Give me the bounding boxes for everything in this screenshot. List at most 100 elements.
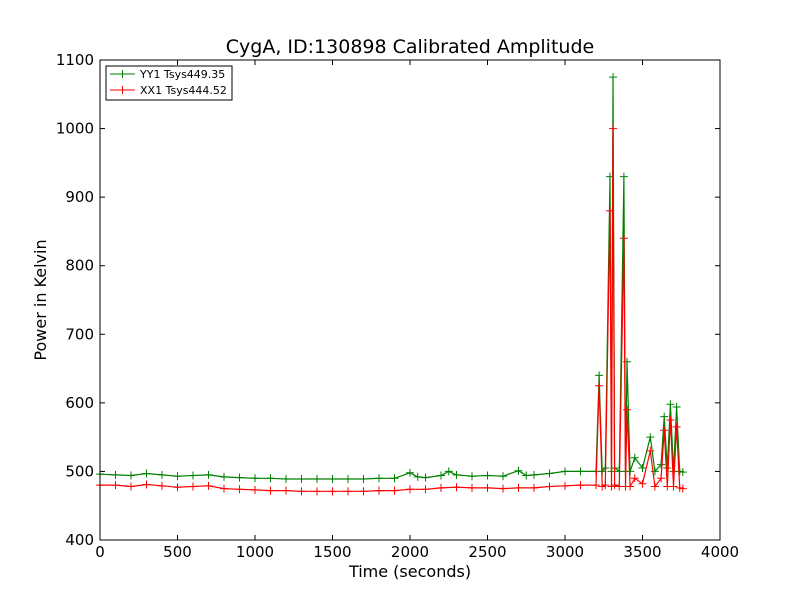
series-xx1: [96, 124, 687, 496]
data-point: [576, 467, 585, 476]
y-tick-label: 900: [65, 188, 94, 206]
y-tick-label: 500: [65, 462, 94, 480]
data-point: [251, 485, 259, 494]
data-point: [220, 472, 228, 481]
data-point: [328, 487, 337, 496]
data-point: [375, 486, 383, 495]
data-point: [601, 481, 610, 490]
data-point: [646, 446, 655, 455]
data-point: [672, 422, 681, 431]
data-point: [610, 481, 619, 490]
y-tick-label: 600: [65, 394, 94, 412]
data-point: [669, 482, 678, 491]
x-tick-label: 4000: [701, 543, 739, 561]
data-point: [623, 405, 631, 414]
data-point: [452, 470, 461, 479]
data-point: [619, 172, 628, 181]
data-point: [359, 474, 368, 483]
data-point: [204, 481, 213, 490]
y-axis-label: Power in Kelvin: [31, 239, 50, 360]
y-tick-label: 400: [65, 531, 94, 549]
data-point: [605, 206, 614, 215]
data-point: [235, 485, 244, 494]
data-point: [592, 481, 600, 490]
data-point: [282, 486, 290, 495]
data-point: [452, 483, 461, 492]
data-point: [657, 474, 666, 483]
data-point: [421, 485, 430, 494]
data-point: [328, 474, 337, 483]
data-point: [630, 474, 639, 483]
data-point: [444, 467, 453, 476]
data-point: [390, 486, 399, 495]
x-tick-label: 500: [163, 543, 192, 561]
data-point: [619, 234, 628, 243]
data-point: [111, 470, 120, 479]
legend-label-xx1: XX1 Tsys444.52: [140, 84, 227, 97]
data-point: [173, 483, 182, 492]
x-tick-label: 1500: [313, 543, 351, 561]
data-point: [561, 467, 569, 476]
data-point: [660, 426, 669, 435]
legend-box: [105, 65, 233, 101]
data-point: [561, 481, 569, 490]
data-point: [359, 487, 368, 496]
data-point: [672, 402, 681, 411]
data-point: [650, 467, 659, 476]
y-tick-label: 700: [65, 325, 94, 343]
data-point: [127, 482, 135, 491]
data-point: [421, 473, 430, 482]
chart-title: CygA, ID:130898 Calibrated Amplitude: [226, 36, 594, 58]
y-tick-label: 800: [65, 257, 94, 275]
y-tick-label: 1100: [56, 51, 94, 69]
data-point: [499, 472, 507, 481]
data-point: [630, 453, 639, 462]
data-point: [282, 474, 290, 483]
x-tick-label: 2000: [391, 543, 429, 561]
data-point: [660, 412, 669, 421]
data-point: [406, 485, 414, 494]
data-point: [313, 474, 321, 483]
x-tick-label: 3500: [623, 543, 661, 561]
data-point: [468, 472, 476, 481]
data-point: [390, 474, 399, 483]
data-point: [666, 416, 675, 424]
data-point: [251, 474, 259, 483]
data-point: [111, 481, 120, 490]
data-point: [595, 371, 604, 380]
legend-marker-xx1: [118, 86, 127, 94]
data-point: [638, 479, 647, 488]
data-point: [413, 472, 422, 481]
data-point: [678, 468, 687, 477]
plot-frame: [99, 59, 721, 541]
data-point: [595, 381, 604, 390]
data-point: [522, 471, 531, 480]
data-point: [189, 471, 197, 480]
data-point: [657, 460, 666, 469]
data-point: [266, 474, 275, 483]
x-tick-label: 3000: [546, 543, 584, 561]
data-point: [344, 487, 352, 496]
data-point: [576, 481, 585, 490]
tick-layer: 0 500 1000 1500 2000 2500 3000 3500 4000 400 500 60…: [56, 51, 739, 561]
data-point: [158, 481, 166, 490]
data-point: [204, 470, 213, 479]
data-point: [142, 480, 151, 489]
data-point: [499, 484, 507, 493]
data-point: [609, 73, 618, 82]
data-point: [437, 483, 445, 492]
data-point: [142, 469, 151, 478]
data-point: [530, 483, 538, 492]
data-point: [650, 482, 659, 491]
x-axis-label: Time (seconds): [348, 562, 471, 581]
data-point: [235, 473, 244, 482]
data-point: [545, 482, 554, 491]
data-point: [158, 470, 166, 479]
y-tick-label: 1000: [56, 120, 94, 138]
data-point: [638, 464, 647, 472]
data-point: [375, 474, 383, 483]
data-point: [514, 483, 523, 492]
data-point: [266, 486, 275, 495]
x-tick-label: 0: [95, 543, 105, 561]
